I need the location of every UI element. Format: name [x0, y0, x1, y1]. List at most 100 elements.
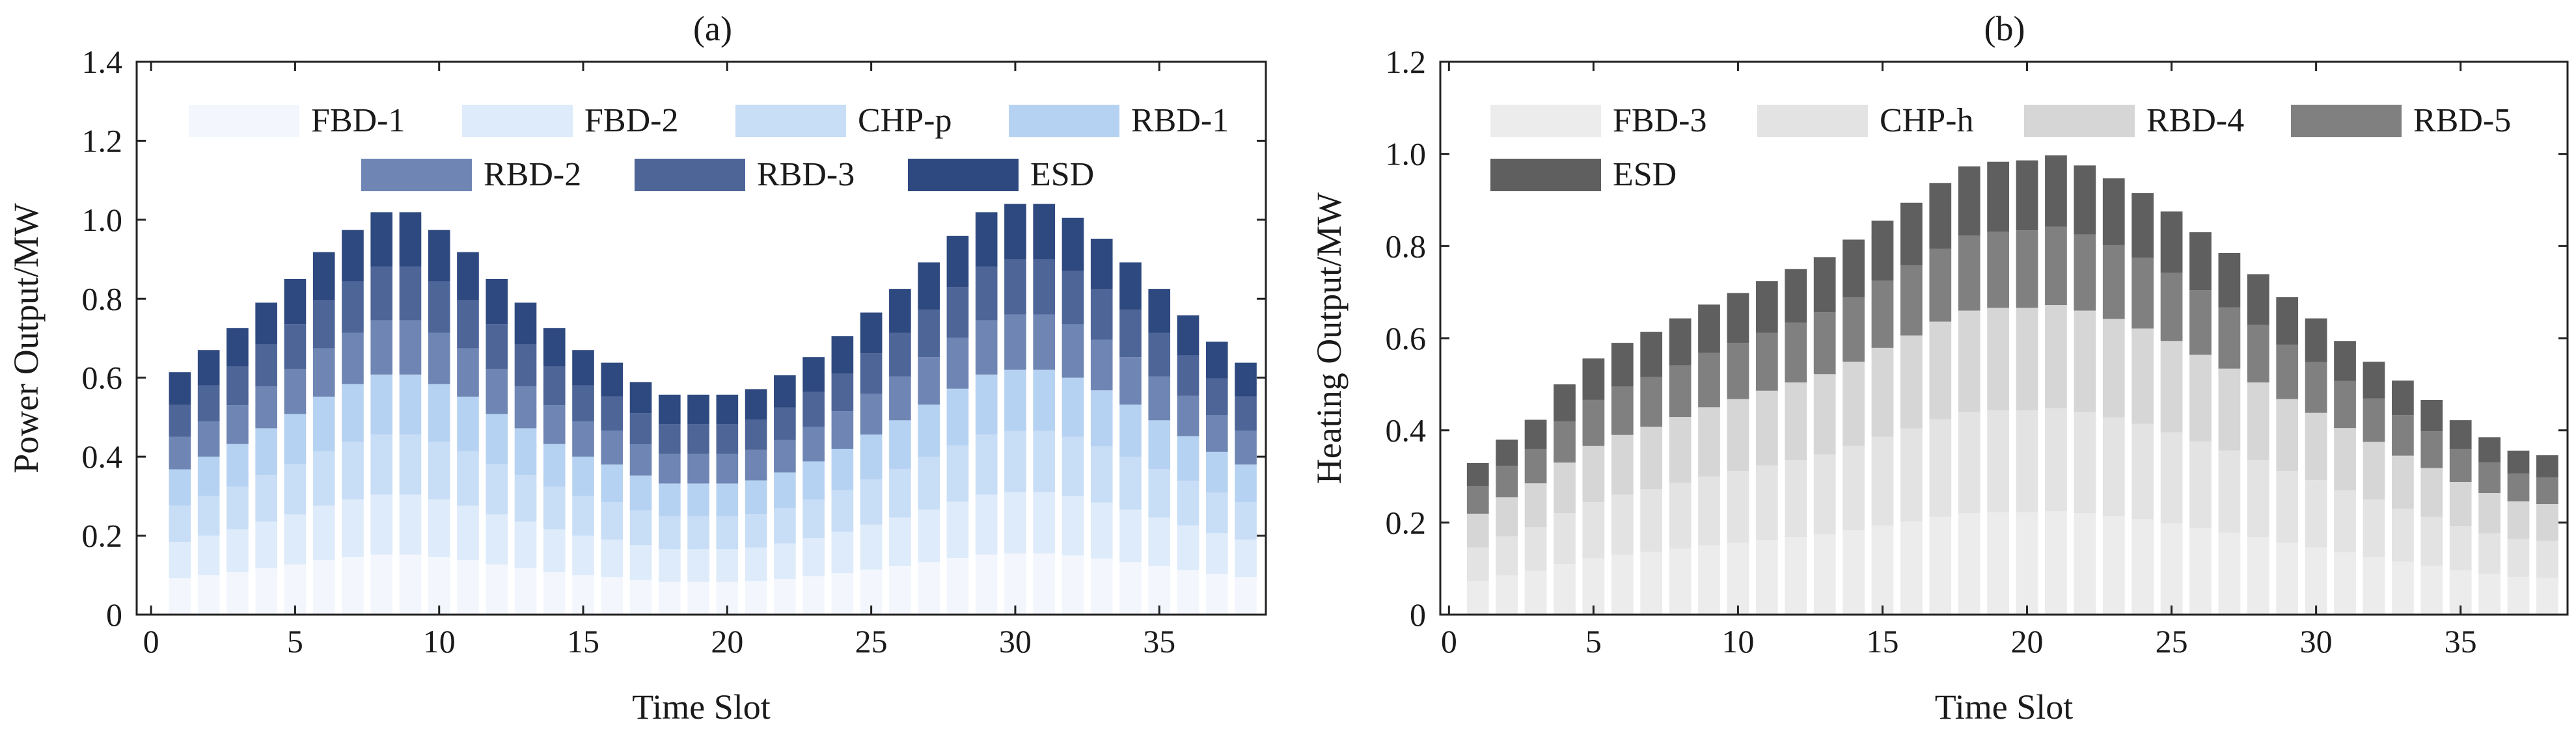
bar-segment-rbd-4-2: [1496, 497, 1518, 537]
bar-segment-rbd-4-35: [2449, 482, 2472, 526]
bar-segment-fbd-1-13: [514, 568, 537, 615]
bar-segment-fbd-3-7: [1640, 552, 1663, 615]
bar-segment-rbd-5-33: [2391, 415, 2414, 456]
bar-segment-rbd-5-12: [1785, 322, 1807, 382]
y-tick-label: 0.8: [82, 280, 123, 317]
bar-segment-rbd-2-18: [658, 453, 681, 484]
bar-segment-fbd-3-36: [2478, 574, 2501, 615]
bar-segment-chp-p-15: [572, 496, 594, 536]
bar-segment-esd-17: [629, 382, 652, 414]
legend: FBD-3 CHP-h RBD-4 RBD-5 ESD: [1490, 102, 2511, 193]
bar-segment-rbd-2-28: [946, 338, 969, 389]
bar-segment-esd-21: [2045, 155, 2067, 227]
bar-segment-rbd-4-26: [2189, 354, 2212, 442]
bar-segment-rbd-4-27: [2218, 368, 2241, 451]
bar-segment-rbd-5-17: [1929, 248, 1952, 322]
bar-segment-rbd-3-28: [946, 287, 969, 338]
bar-segment-esd-37: [2507, 450, 2530, 474]
bar-segment-rbd-5-1: [1466, 486, 1489, 514]
bar-segment-esd-2: [197, 350, 220, 386]
bar-segment-fbd-2-38: [1235, 539, 1257, 578]
y-tick-label: 0.6: [82, 360, 123, 396]
bar-segment-chp-p-4: [255, 475, 277, 522]
bar-segment-chp-p-1: [169, 505, 191, 542]
bar-segment-rbd-5-27: [2218, 307, 2241, 369]
bar-segment-fbd-1-38: [1235, 577, 1257, 615]
bar-segment-chp-p-29: [975, 434, 998, 495]
bar-segment-rbd-4-17: [1929, 321, 1952, 420]
plot-frame: [135, 60, 1267, 616]
bar-segment-fbd-2-9: [399, 494, 422, 555]
bar-segment-rbd-2-34: [1119, 357, 1142, 405]
bar-segment-chp-p-37: [1205, 492, 1228, 533]
bar-segment-fbd-1-4: [255, 568, 277, 615]
bar-segment-fbd-3-2: [1496, 575, 1518, 615]
bar-segment-fbd-2-16: [601, 539, 623, 578]
bar-segment-rbd-5-18: [1958, 235, 1980, 311]
bar-segment-fbd-1-11: [457, 560, 479, 615]
bar-segment-rbd-5-20: [2016, 230, 2038, 308]
bar-segment-rbd-4-28: [2247, 382, 2269, 460]
bar-segment-fbd-2-33: [1090, 502, 1113, 559]
bar-segment-chp-p-7: [342, 442, 364, 500]
bar-segment-rbd-1-28: [946, 388, 969, 446]
bar-segment-rbd-1-24: [831, 449, 854, 490]
bar-segment-esd-1: [1466, 462, 1489, 486]
bar-segment-rbd-4-20: [2016, 308, 2038, 410]
bar-segment-esd-2: [1496, 439, 1518, 466]
bar-segment-chp-p-11: [457, 451, 479, 506]
bar-segment-fbd-2-34: [1119, 509, 1142, 563]
y-tick-label: 1.2: [82, 122, 123, 159]
bar-segment-chp-p-23: [802, 500, 825, 539]
bar-segment-fbd-1-36: [1177, 570, 1199, 615]
bar-segment-chp-p-38: [1235, 501, 1257, 540]
bar-segment-rbd-2-4: [255, 386, 277, 429]
legend-label-esd: ESD: [1030, 156, 1094, 193]
legend-swatch-rbd-5: [2291, 105, 2402, 137]
bar-segment-rbd-2-37: [1205, 415, 1228, 452]
bar-segment-fbd-2-3: [226, 529, 249, 572]
bar-segment-chp-p-2: [197, 496, 220, 536]
bar-segment-rbd-5-25: [2160, 273, 2183, 341]
bar-segment-rbd-5-28: [2247, 325, 2269, 382]
bar-segment-rbd-5-15: [1871, 280, 1894, 348]
y-tick-label: 1.4: [82, 44, 123, 80]
bar-segment-rbd-1-3: [226, 444, 249, 487]
bar-segment-rbd-4-3: [1524, 483, 1547, 527]
bar-segment-esd-13: [1813, 257, 1836, 313]
bar-segment-rbd-4-38: [2536, 504, 2558, 541]
y-tick-label: 1.2: [1386, 44, 1427, 80]
bar-segment-rbd-5-30: [2305, 362, 2327, 413]
bar-segment-rbd-5-38: [2536, 477, 2558, 504]
bar-segment-rbd-1-12: [486, 414, 508, 464]
bar-segment-rbd-5-16: [1900, 265, 1923, 336]
bar-segment-esd-38: [1235, 362, 1257, 397]
bar-segment-fbd-2-26: [889, 517, 911, 566]
y-tick-label: 0.6: [1386, 320, 1427, 356]
legend-label-rbd-3: RBD-3: [757, 156, 855, 193]
bar-segment-rbd-3-35: [1148, 332, 1171, 377]
bar-segment-rbd-4-32: [2363, 442, 2385, 500]
bar-segment-esd-17: [1929, 183, 1952, 249]
bar-segment-rbd-5-35: [2449, 449, 2472, 482]
bar-segment-rbd-2-31: [1033, 314, 1056, 370]
bar-segment-fbd-3-14: [1843, 530, 1865, 615]
bar-segment-esd-34: [2420, 399, 2443, 432]
bar-segment-fbd-3-19: [1987, 512, 2009, 615]
bar-segment-rbd-5-3: [1524, 449, 1547, 484]
bar-segment-rbd-2-27: [918, 357, 940, 405]
bar-segment-rbd-2-12: [486, 369, 508, 414]
bar-segment-fbd-2-27: [918, 509, 940, 563]
bar-segment-rbd-2-30: [1004, 314, 1026, 370]
bar-segment-rbd-1-13: [514, 428, 537, 475]
bar-segment-fbd-3-26: [2189, 527, 2212, 615]
bar-segment-chp-h-37: [2507, 539, 2530, 577]
bar-segment-rbd-1-2: [197, 457, 220, 496]
bar-segment-esd-29: [975, 212, 998, 267]
bar-segment-rbd-5-8: [1669, 365, 1692, 418]
bar-segment-esd-37: [1205, 341, 1228, 379]
bar-segment-esd-28: [946, 235, 969, 287]
bar-segment-rbd-4-23: [2102, 319, 2125, 418]
bar-segment-esd-3: [1524, 420, 1547, 449]
bar-segment-chp-h-22: [2074, 412, 2096, 514]
